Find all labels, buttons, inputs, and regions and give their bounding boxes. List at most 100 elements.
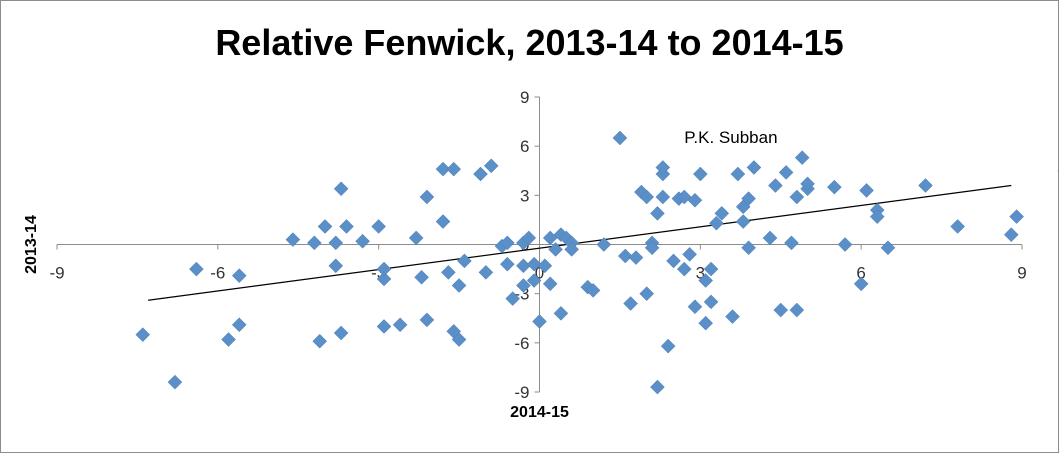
data-point <box>328 235 344 251</box>
data-point <box>231 317 247 333</box>
data-point <box>564 242 580 257</box>
data-point <box>221 332 236 347</box>
data-point <box>376 319 392 334</box>
data-point <box>859 183 874 198</box>
data-point <box>548 242 563 257</box>
data-point <box>773 302 789 318</box>
data-point <box>499 256 515 272</box>
data-point <box>328 258 344 274</box>
trendline <box>148 184 1012 301</box>
data-point <box>741 191 756 206</box>
y-tick-label: 3 <box>520 186 529 205</box>
data-point <box>655 160 671 175</box>
data-points <box>135 130 1059 395</box>
data-point <box>306 235 322 251</box>
data-point <box>371 219 387 234</box>
data-point <box>285 232 301 247</box>
data-point <box>526 273 542 288</box>
data-point <box>950 219 966 234</box>
data-point <box>655 189 671 205</box>
data-point <box>660 338 676 354</box>
x-tick-label: -9 <box>49 264 64 283</box>
data-point <box>339 219 354 234</box>
data-point <box>741 240 756 256</box>
data-point <box>725 309 740 324</box>
data-point <box>682 246 697 262</box>
data-point <box>869 209 885 224</box>
data-point <box>639 286 655 302</box>
data-point <box>521 230 537 246</box>
data-point <box>376 271 392 287</box>
data-point <box>676 189 692 205</box>
data-point <box>446 161 462 177</box>
data-point <box>135 327 151 342</box>
data-point <box>639 189 655 205</box>
data-point <box>1009 209 1024 224</box>
data-point <box>478 265 494 280</box>
data-point <box>317 219 333 234</box>
data-point <box>650 379 665 395</box>
data-point <box>333 181 349 197</box>
data-point <box>526 256 542 272</box>
data-point <box>435 214 451 229</box>
data-point <box>735 214 751 229</box>
data-point <box>532 314 547 329</box>
data-point <box>392 317 408 333</box>
data-point <box>687 192 703 208</box>
data-point <box>414 269 429 285</box>
data-point <box>880 240 896 256</box>
annotation-label: P.K. Subban <box>684 128 777 147</box>
y-tick-label: -6 <box>514 334 529 353</box>
data-point <box>623 296 638 311</box>
data-point <box>451 278 467 293</box>
data-point <box>784 235 799 251</box>
data-point <box>376 261 392 277</box>
data-point <box>698 315 714 331</box>
data-point <box>457 253 472 269</box>
data-point <box>650 206 665 221</box>
data-point <box>703 261 719 277</box>
data-point <box>483 158 499 174</box>
data-point <box>789 302 805 318</box>
data-point <box>355 233 370 249</box>
data-point <box>612 130 628 146</box>
data-point <box>542 276 558 292</box>
data-point <box>617 248 633 264</box>
data-point <box>628 250 644 265</box>
data-point <box>499 235 515 251</box>
data-point <box>666 253 681 269</box>
data-point <box>596 237 612 252</box>
data-point <box>312 333 328 349</box>
data-point <box>778 165 794 180</box>
data-point <box>687 299 703 315</box>
chart-title: Relative Fenwick, 2013-14 to 2014-15 <box>215 22 844 63</box>
data-point <box>918 178 933 193</box>
labels: 2014-15 2013-14 P.K. Subban <box>23 128 778 421</box>
data-point <box>837 237 853 252</box>
data-point <box>703 294 719 310</box>
data-point <box>676 261 692 277</box>
data-point <box>441 265 456 280</box>
data-point <box>853 276 869 292</box>
trendline-line <box>148 184 1012 301</box>
data-point <box>692 166 708 182</box>
data-point <box>794 150 810 165</box>
data-point <box>473 166 488 182</box>
data-point <box>762 230 778 246</box>
y-tick-label: 6 <box>520 137 529 156</box>
data-point <box>435 161 451 177</box>
y-tick-label: 9 <box>520 88 529 107</box>
data-point <box>644 240 660 256</box>
data-point <box>698 273 714 288</box>
data-point <box>333 325 349 341</box>
x-tick-label: 6 <box>856 264 865 283</box>
data-point <box>585 283 601 298</box>
data-point <box>231 268 247 283</box>
data-point <box>408 230 424 246</box>
data-point <box>451 332 467 347</box>
data-point <box>827 179 842 195</box>
data-point <box>516 278 531 293</box>
data-point <box>419 189 435 205</box>
x-tick-label: 3 <box>696 264 705 283</box>
